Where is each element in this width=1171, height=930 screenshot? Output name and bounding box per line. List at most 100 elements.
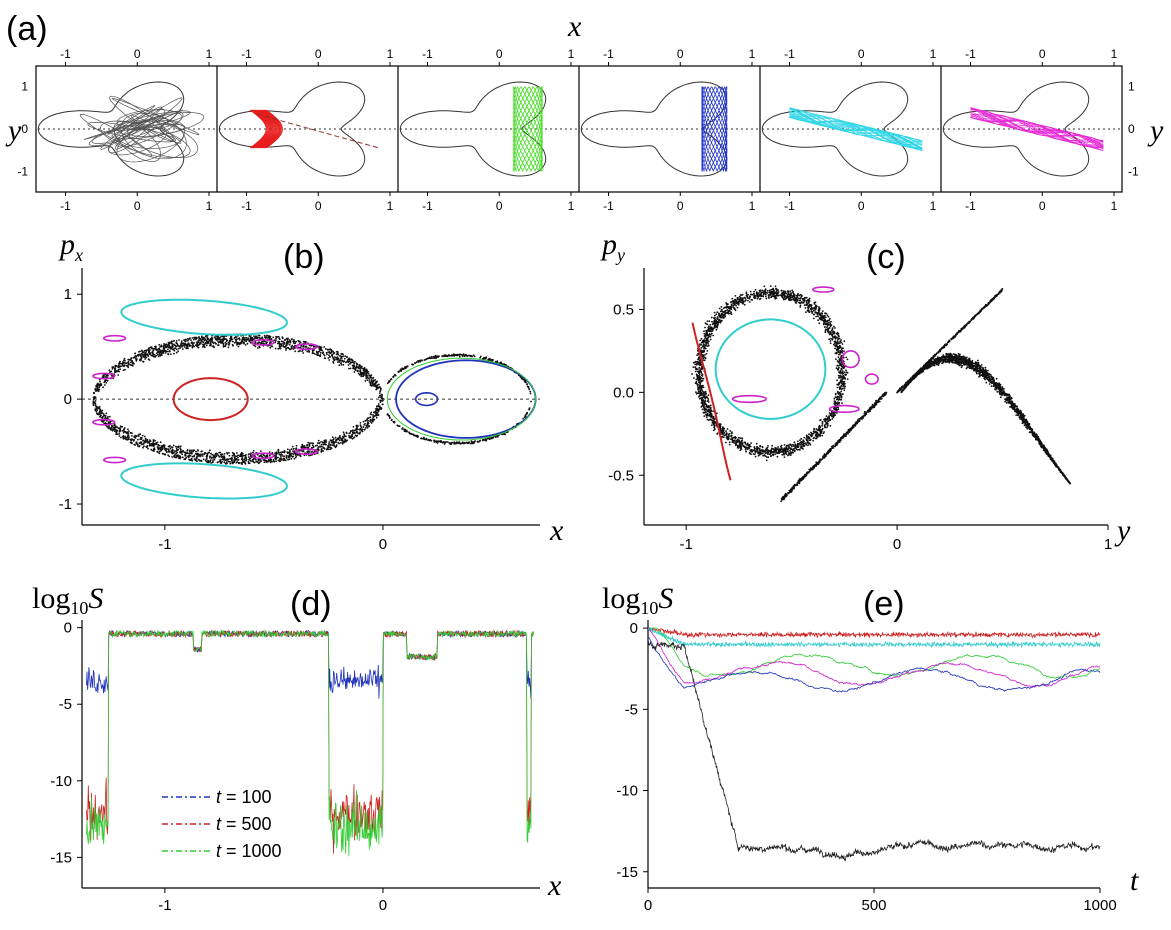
chaotic-sea-point (198, 337, 200, 339)
chaotic-sea-point (826, 326, 828, 329)
chaotic-sea-point (258, 455, 261, 458)
chaotic-sea-point (141, 443, 143, 446)
chaotic-sea-point (272, 336, 275, 339)
chaotic-sea-point (692, 361, 695, 364)
chaotic-sea-point (218, 337, 221, 339)
chaotic-sea-point (340, 355, 343, 358)
chaotic-sea-point (826, 426, 828, 429)
orbit-segment (701, 86, 728, 172)
chaotic-sea-point (245, 458, 248, 461)
chaotic-sea-point (284, 345, 286, 348)
chaotic-sea-point (358, 432, 361, 435)
chaotic-sea-point (836, 383, 839, 386)
chaotic-sea-point (207, 459, 209, 462)
chaotic-sea-point (482, 438, 485, 441)
chaotic-sea-point (494, 360, 497, 363)
chaotic-sea-point (370, 411, 373, 414)
chaotic-sea-point (292, 346, 295, 348)
chaotic-sea-point (838, 364, 840, 367)
chaotic-sea-point (781, 450, 783, 453)
chaotic-sea-point (332, 444, 335, 447)
chaotic-sea-point (768, 291, 771, 294)
magenta-island (102, 456, 127, 464)
chaotic-sea-point (338, 442, 340, 445)
chaotic-sea-point (129, 441, 132, 444)
chaotic-sea-point (289, 450, 291, 453)
chaotic-sea-point (829, 419, 831, 422)
chaotic-sea-point (183, 458, 186, 460)
potential-boundary (761, 81, 909, 177)
tick-label-x-top: 1 (1111, 47, 1118, 61)
chaotic-sea-point (311, 444, 314, 447)
chaotic-sea-point (337, 351, 339, 353)
chaotic-sea-point (179, 447, 182, 450)
chaotic-sea-point (306, 444, 308, 447)
chaotic-sea-point (190, 458, 193, 460)
chaotic-sea-point (412, 433, 414, 436)
tick-label-y: 0 (64, 391, 72, 408)
chaotic-sea-point (140, 349, 143, 352)
chaotic-sea-point (157, 355, 160, 358)
chaotic-sea-point (725, 441, 727, 444)
chaotic-sea-point (824, 423, 827, 425)
chaotic-sea-point (723, 432, 725, 434)
chaotic-sea-point (329, 439, 332, 442)
panel-a-x-axis-label: x (567, 10, 582, 43)
chaotic-sea-point (290, 454, 292, 457)
chaotic-sea-point (700, 377, 703, 379)
orbit-segment (260, 109, 278, 149)
chaotic-sea-point (333, 438, 335, 440)
chaotic-sea-point (388, 380, 391, 382)
chaotic-sea-point (319, 445, 322, 448)
chaotic-sea-point (295, 447, 298, 450)
chaotic-sea-point (362, 420, 365, 423)
chaotic-sea-point (123, 430, 126, 433)
chaotic-sea-point (269, 459, 272, 462)
chaotic-sea-point (707, 401, 710, 403)
chaotic-sea-point (837, 371, 840, 373)
chaotic-sea-point (127, 434, 130, 437)
panel-b: (b) px x -1 010-1 (58, 228, 564, 553)
chaotic-sea-point (372, 418, 375, 421)
blue-inner-orbit (414, 391, 439, 407)
chaotic-sea-point (828, 338, 831, 341)
chaotic-sea-point (342, 355, 345, 358)
chaotic-sea-point (137, 434, 140, 436)
chaotic-sea-point (330, 351, 333, 353)
chaotic-sea-point (836, 396, 838, 399)
chaotic-sea-point (347, 364, 350, 366)
chaotic-sea-point (805, 311, 807, 314)
chaotic-sea-point (311, 450, 313, 453)
chaotic-sea-point (366, 418, 368, 421)
chaotic-sea-point (837, 350, 839, 353)
chaotic-sea-point (730, 313, 733, 315)
chaotic-sea-point (700, 347, 703, 349)
chaotic-sea-point (113, 430, 116, 433)
chaotic-sea-point (238, 462, 240, 465)
chaotic-sea-point (217, 340, 219, 342)
chaotic-sea-point (129, 438, 132, 441)
chaotic-sea-point (172, 444, 175, 447)
chaotic-sea-point (122, 361, 124, 363)
chaotic-sea-point (351, 359, 354, 362)
chaotic-sea-point (528, 408, 530, 411)
chaotic-sea-point (704, 357, 707, 360)
chaotic-sea-point (297, 350, 300, 353)
chaotic-sea-point (162, 347, 165, 350)
chaotic-sea-point (118, 435, 121, 437)
chaotic-sea-point (92, 391, 95, 394)
orbit-segment (514, 86, 543, 172)
chaotic-sea-point (277, 456, 279, 459)
chaotic-sea-point (792, 445, 795, 447)
chaotic-sea-point (278, 347, 281, 350)
chaotic-sea-point (341, 435, 344, 438)
chaotic-sea-point (743, 445, 746, 448)
chaotic-sea-point (115, 365, 118, 367)
chaotic-sea-point (803, 296, 806, 299)
tick-label-x-top: 0 (134, 47, 141, 61)
panel-c-y-axis-label: py (600, 228, 625, 265)
tick-label-x: 0 (379, 536, 387, 553)
chaotic-sea-point (276, 452, 278, 455)
chaotic-sea-point (147, 351, 150, 354)
